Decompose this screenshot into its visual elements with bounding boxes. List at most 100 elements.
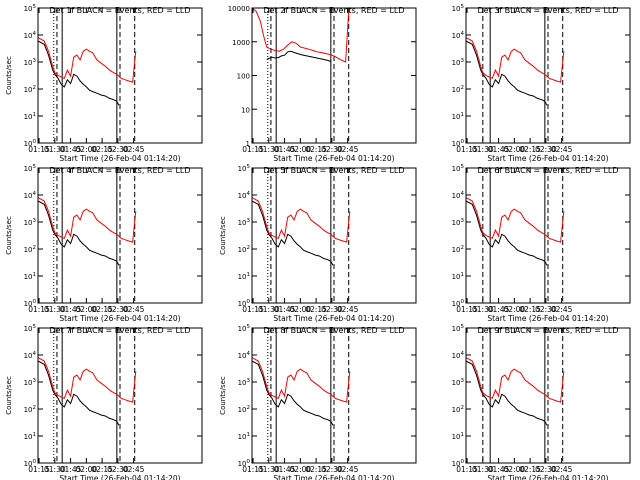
x-axis-label: Start Time (26-Feb-04 01:14:20) (487, 314, 608, 323)
x-tick-label: 01:45 (60, 465, 82, 474)
chart-title: Det 8f BLACK = Events, RED = LLD (263, 326, 404, 335)
y-tick-label: 105 (238, 164, 251, 173)
x-tick-label: 02:00 (504, 305, 526, 314)
x-tick-label: 01:15 (28, 145, 50, 154)
x-tick-label: 01:30 (44, 465, 66, 474)
y-tick-label: 103 (238, 378, 251, 387)
y-tick-label: 100 (24, 139, 37, 148)
y-tick-label: 10000 (228, 5, 250, 13)
y-tick-label: 100 (238, 299, 251, 308)
x-tick-label: 01:15 (28, 465, 50, 474)
x-tick-label: 02:45 (551, 145, 573, 154)
plot-frame (465, 327, 631, 464)
x-tick-label: 01:30 (472, 305, 494, 314)
x-tick-label: 01:15 (456, 465, 478, 474)
x-tick-label: 02:30 (107, 145, 129, 154)
series-events-line (466, 200, 548, 266)
y-tick-label: 104 (238, 191, 251, 200)
plot-frame (465, 7, 631, 144)
y-tick-label: 102 (24, 405, 36, 414)
y-tick-label: 102 (238, 405, 250, 414)
x-tick-label: 02:00 (290, 465, 312, 474)
x-tick-label: 01:30 (472, 145, 494, 154)
y-tick-label: 101 (238, 432, 250, 441)
y-tick-label: 105 (452, 164, 465, 173)
x-tick-label: 02:30 (535, 465, 557, 474)
x-tick-label: 01:30 (472, 465, 494, 474)
y-tick-label: 101 (24, 272, 36, 281)
x-tick-label: 02:15 (305, 465, 327, 474)
x-tick-label: 02:15 (519, 465, 541, 474)
y-tick-label: 103 (24, 58, 37, 67)
y-tick-label: 102 (24, 85, 36, 94)
x-tick-label: 02:30 (321, 145, 343, 154)
plot-frame (37, 7, 203, 144)
y-tick-label: 100 (24, 459, 37, 468)
x-tick-label: 02:45 (337, 465, 359, 474)
plot-frame (37, 327, 203, 464)
x-axis-label: Start Time (26-Feb-04 01:14:20) (487, 154, 608, 163)
y-tick-label: 102 (238, 245, 250, 254)
series-lld-line (252, 8, 350, 63)
series-events-line (252, 200, 334, 266)
x-axis-label: Start Time (26-Feb-04 01:14:20) (273, 314, 394, 323)
y-axis-label: Counts/sec (5, 56, 13, 95)
x-axis-label: Start Time (26-Feb-04 01:14:20) (487, 474, 608, 480)
series-lld-line (38, 357, 137, 403)
y-tick-label: 102 (24, 245, 36, 254)
series-lld-line (252, 357, 351, 403)
x-tick-label: 01:45 (274, 465, 296, 474)
x-tick-label: 02:30 (535, 305, 557, 314)
x-tick-label: 01:30 (258, 465, 280, 474)
x-tick-label: 02:15 (519, 145, 541, 154)
y-tick-label: 103 (24, 378, 37, 387)
plot-frame (251, 167, 417, 304)
y-tick-label: 105 (24, 4, 37, 13)
y-tick-label: 104 (452, 351, 465, 360)
x-tick-label: 02:30 (535, 145, 557, 154)
y-tick-label: 105 (452, 4, 465, 13)
x-tick-label: 01:15 (242, 305, 264, 314)
x-tick-label: 01:15 (242, 465, 264, 474)
x-tick-label: 02:45 (551, 465, 573, 474)
x-tick-label: 02:00 (76, 465, 98, 474)
x-tick-label: 02:30 (107, 305, 129, 314)
x-axis-label: Start Time (26-Feb-04 01:14:20) (273, 474, 394, 480)
chart-title: Det 5f BLACK = Events, RED = LLD (263, 166, 404, 175)
x-tick-label: 01:30 (258, 145, 280, 154)
x-tick-label: 02:15 (305, 305, 327, 314)
x-tick-label: 02:00 (76, 305, 98, 314)
x-tick-label: 01:30 (44, 305, 66, 314)
y-tick-label: 103 (452, 58, 465, 67)
x-axis-label: Start Time (26-Feb-04 01:14:20) (59, 154, 180, 163)
series-events-line (252, 360, 334, 426)
x-tick-label: 02:30 (321, 305, 343, 314)
y-tick-label: 104 (24, 31, 37, 40)
plot-frame (37, 167, 203, 304)
x-tick-label: 02:45 (123, 465, 145, 474)
series-lld-line (466, 197, 565, 243)
y-tick-label: 101 (452, 112, 464, 121)
chart-title: Det 1f BLACK = Events, RED = LLD (49, 6, 190, 15)
y-tick-label: 1000 (232, 39, 250, 47)
y-tick-label: 1 (246, 140, 250, 148)
y-tick-label: 104 (24, 351, 37, 360)
x-tick-label: 01:45 (488, 465, 510, 474)
plot-frame (465, 167, 631, 304)
x-tick-label: 01:15 (242, 145, 264, 154)
x-tick-label: 02:00 (504, 145, 526, 154)
x-tick-label: 01:45 (274, 305, 296, 314)
x-tick-label: 01:15 (28, 305, 50, 314)
y-tick-label: 104 (24, 191, 37, 200)
y-tick-label: 100 (452, 299, 465, 308)
series-lld-line (38, 197, 137, 243)
y-axis-label: Counts/sec (219, 376, 227, 415)
y-tick-label: 104 (452, 31, 465, 40)
